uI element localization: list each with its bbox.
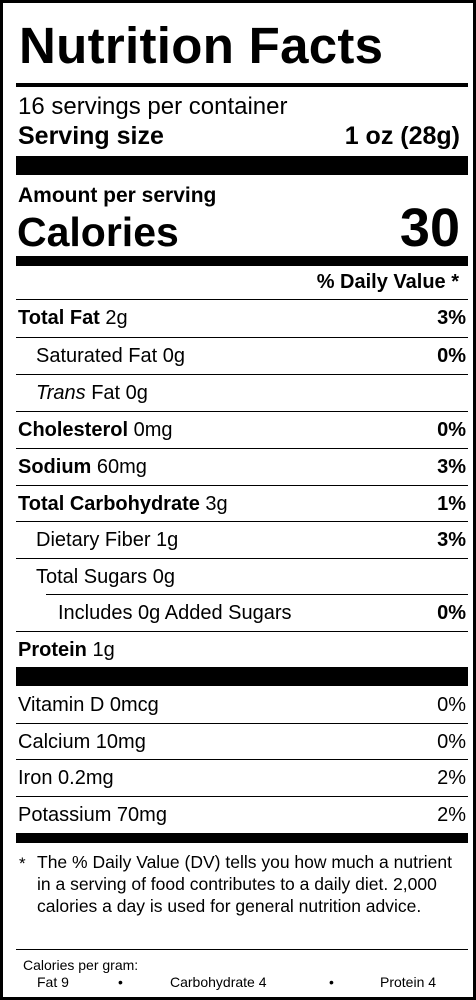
nutrient-name: Protein — [18, 639, 87, 661]
nutrient-row-total-sugars: Total Sugars 0g — [16, 559, 468, 596]
footnote-text: The % Daily Value (DV) tells you how muc… — [37, 852, 452, 916]
calories-per-gram-label: Calories per gram: — [23, 957, 139, 973]
vitamin-daily-value: 2% — [437, 804, 466, 826]
nutrient-name: Includes 0g Added Sugars — [58, 602, 292, 624]
nutrient-row-total-fat: Total Fat 2g 3% — [16, 300, 468, 337]
nutrient-row-added-sugars: Includes 0g Added Sugars 0% — [16, 595, 468, 632]
nutrient-row-total-carbohydrate: Total Carbohydrate 3g 1% — [16, 486, 468, 523]
nutrient-name: Cholesterol — [18, 419, 129, 441]
nutrient-row-protein: Protein 1g — [16, 632, 468, 669]
nutrient-amount: 60mg — [91, 456, 147, 478]
nutrient-name: Dietary Fiber 1g — [36, 529, 179, 551]
row-divider — [16, 631, 468, 632]
nutrient-amount: 2g — [99, 307, 128, 329]
nutrient-row-saturated-fat: Saturated Fat 0g 0% — [16, 338, 468, 375]
vitamin-name: Iron 0.2mg — [18, 767, 114, 789]
nutrient-name: Total Sugars 0g — [36, 566, 175, 588]
nutrient-daily-value: 0% — [437, 345, 466, 367]
nutrient-daily-value: 3% — [437, 307, 466, 329]
vitamin-row-potassium: Potassium 70mg 2% — [16, 797, 468, 834]
nutrient-amount: 3g — [199, 493, 228, 515]
label-title: Nutrition Facts — [19, 17, 384, 74]
calories-value: 30 — [399, 198, 460, 258]
daily-value-header: % Daily Value * — [316, 271, 459, 293]
amount-per-serving: Amount per serving — [18, 184, 217, 207]
calories-divider — [16, 256, 468, 266]
row-divider — [16, 374, 468, 375]
nutrient-row-cholesterol: Cholesterol 0mg 0% — [16, 412, 468, 449]
vitamin-row-calcium: Calcium 10mg 0% — [16, 724, 468, 761]
nutrient-name: Saturated Fat 0g — [36, 345, 185, 367]
thick-divider-top — [16, 156, 468, 175]
row-divider — [16, 796, 468, 797]
row-divider — [16, 411, 468, 412]
title-divider — [16, 83, 468, 87]
bullet-separator: • — [118, 974, 123, 990]
nutrient-daily-value: 3% — [437, 456, 466, 478]
vitamin-daily-value: 0% — [437, 731, 466, 753]
nutrient-amount: 0mg — [128, 419, 173, 441]
nutrient-name: Total Carbohydrate — [18, 493, 200, 515]
vitamin-daily-value: 0% — [437, 694, 466, 716]
vitamin-name: Vitamin D 0mcg — [18, 694, 159, 716]
nutrient-daily-value: 0% — [437, 419, 466, 441]
row-divider — [16, 337, 468, 338]
vitamin-name: Potassium 70mg — [18, 804, 167, 826]
calories-per-gram-protein: Protein 4 — [380, 974, 437, 990]
nutrient-name: Sodium — [18, 456, 92, 478]
row-divider — [46, 594, 468, 595]
row-divider — [16, 299, 468, 300]
nutrient-row-sodium: Sodium 60mg 3% — [16, 449, 468, 486]
row-divider — [16, 448, 468, 449]
vitamin-name: Calcium 10mg — [18, 731, 146, 753]
nutrient-amount: 1g — [86, 639, 115, 661]
calories-label: Calories — [17, 209, 179, 255]
row-divider — [16, 558, 468, 559]
thick-divider-vitamins — [16, 667, 468, 686]
nutrient-row-dietary-fiber: Dietary Fiber 1g 3% — [16, 522, 468, 559]
servings-per-container: 16 servings per container — [18, 93, 288, 120]
bullet-separator: • — [329, 974, 334, 990]
footnote-asterisk: * — [19, 854, 26, 873]
row-divider — [16, 759, 468, 760]
vitamin-row-iron: Iron 0.2mg 2% — [16, 760, 468, 797]
row-divider — [16, 521, 468, 522]
serving-size-label: Serving size — [18, 122, 164, 150]
row-divider — [16, 723, 468, 724]
calories-per-gram-fat: Fat 9 — [37, 974, 69, 990]
serving-size-value: 1 oz (28g) — [344, 122, 460, 150]
footnote-divider — [16, 833, 468, 843]
calories-per-gram-carbohydrate: Carbohydrate 4 — [170, 974, 267, 990]
nutrient-row-trans-fat: Trans Fat 0g — [16, 375, 468, 412]
nutrient-daily-value: 3% — [437, 529, 466, 551]
nutrient-amount: Fat 0g — [85, 382, 148, 404]
row-divider — [16, 485, 468, 486]
vitamin-row-vitamin-d: Vitamin D 0mcg 0% — [16, 687, 468, 724]
footnote-bottom-divider — [16, 949, 468, 950]
nutrient-name-italic: Trans — [36, 382, 86, 404]
vitamin-daily-value: 2% — [437, 767, 466, 789]
nutrient-daily-value: 1% — [437, 493, 466, 515]
nutrient-daily-value: 0% — [437, 602, 466, 624]
nutrient-name: Total Fat — [18, 307, 100, 329]
